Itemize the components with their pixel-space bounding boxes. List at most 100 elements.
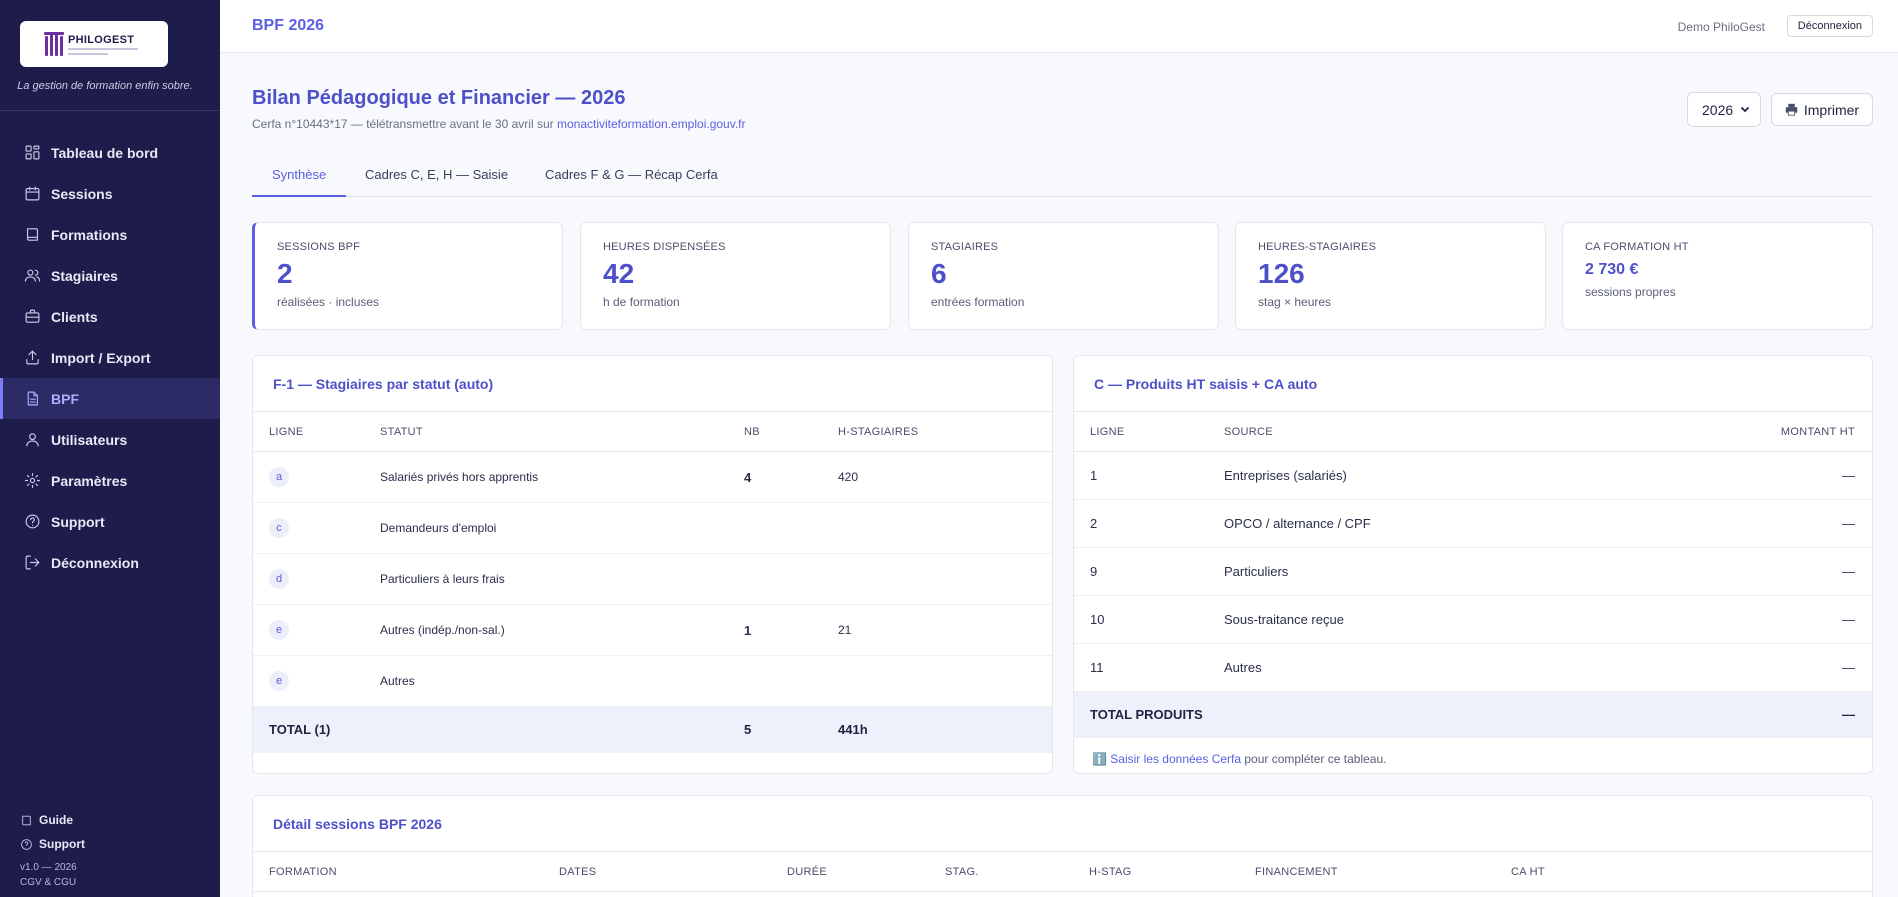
cell-nb: 4 [744,469,752,485]
sidebar-item-clients[interactable]: Clients [0,296,220,337]
dashboard-icon [25,145,40,160]
col-header: DATES [559,865,597,878]
kpi-sessions: SESSIONS BPF 2 réalisées · incluses [252,222,563,330]
cell-ligne: 10 [1090,612,1105,627]
help-icon [21,838,32,850]
ligne-badge: e [269,671,289,691]
print-button[interactable]: Imprimer [1771,93,1873,126]
calendar-icon [25,186,40,201]
sidebar-item-import-export[interactable]: Import / Export [0,337,220,378]
detail-panel: Détail sessions BPF 2026 FORMATION DATES… [252,795,1873,897]
cell-ligne: 1 [1090,468,1098,483]
sidebar-item-label: Support [51,513,105,530]
chevron-down-icon [1740,106,1750,113]
sidebar-item-label: BPF [51,390,79,407]
kpi-value: 6 [931,258,947,289]
logout-button[interactable]: Déconnexion [1786,15,1873,37]
logo[interactable]: PHILOGEST [20,21,168,67]
tab-synthese[interactable]: Synthèse [252,159,347,197]
cell-nb: 1 [744,622,752,638]
col-header: LIGNE [1090,425,1125,438]
topbar-title: BPF 2026 [252,17,325,34]
cell-source: Autres [1224,660,1262,675]
tab-bar: Synthèse Cadres C, E, H — Saisie Cadres … [252,159,1873,197]
gear-icon [24,472,41,489]
tab-cadres-ceh[interactable]: Cadres C, E, H — Saisie [365,167,509,182]
c-panel: C — Produits HT saisis + CA auto LIGNE S… [1073,355,1873,774]
version-text: v1.0 — 2026 [20,862,77,873]
book-icon [22,815,31,825]
total-montant: — [1842,707,1855,722]
ligne-badge: e [269,620,289,640]
kpi-label: HEURES DISPENSÉES [603,241,726,253]
kpi-sub: h de formation [603,295,680,309]
sidebar-item-label: Clients [51,308,98,325]
upload-icon [26,350,39,365]
tab-cadres-fg[interactable]: Cadres F & G — Récap Cerfa [545,167,718,182]
sidebar-item-tableau-de-bord[interactable]: Tableau de bord [0,132,220,173]
sidebar-item-deconnexion[interactable]: Déconnexion [0,542,220,583]
total-nb: 5 [744,722,752,737]
table-row: c Demandeurs d'emploi [253,503,1052,554]
briefcase-icon [25,309,40,323]
kpi-label: HEURES-STAGIAIRES [1258,241,1377,253]
users-icon [24,269,41,282]
sidebar-item-label: Import / Export [51,349,151,366]
sidebar-item-label: Utilisateurs [51,431,128,448]
kpi-heures: HEURES DISPENSÉES 42 h de formation [580,222,891,330]
guide-link[interactable]: Guide [20,808,85,832]
kpi-sub: sessions propres [1585,285,1676,299]
total-row: TOTAL PRODUITS — [1074,692,1872,738]
col-header: H-STAG [1089,865,1132,878]
kpi-sub: entrées formation [931,295,1025,309]
sidebar-item-stagiaires[interactable]: Stagiaires [0,255,220,296]
year-select[interactable]: 2026 [1687,92,1761,127]
c-title: C — Produits HT saisis + CA auto [1074,356,1872,412]
sidebar-item-sessions[interactable]: Sessions [0,173,220,214]
user-icon [26,433,39,447]
ligne-badge: d [269,569,289,589]
info-message: ℹ️ Saisir les données Cerfa pour complét… [1074,738,1872,773]
cell-montant: — [1842,660,1855,675]
col-header: STATUT [380,425,423,438]
sidebar-item-bpf[interactable]: BPF [0,378,220,419]
cell-source: Sous-traitance reçue [1224,612,1344,627]
kpi-sub: réalisées · incluses [277,295,380,309]
cgv-link[interactable]: CGV & CGU [20,877,77,888]
col-header: LIGNE [269,425,304,438]
sidebar-item-support[interactable]: Support [0,501,220,542]
col-header: STAG. [945,865,979,878]
f1-title: F-1 — Stagiaires par statut (auto) [253,356,1052,412]
table-row: 2 OPCO / alternance / CPF — [1074,500,1872,548]
sidebar-item-label: Déconnexion [51,554,139,571]
cell-statut: Autres (indép./non-sal.) [380,623,505,637]
table-row: 11 Autres — [1074,644,1872,692]
col-header: FINANCEMENT [1255,865,1338,878]
table-row: 9 Particuliers — [1074,548,1872,596]
cell-h: 420 [838,470,859,484]
col-header: H-STAGIAIRES [838,425,919,438]
support-link[interactable]: Support [20,832,85,856]
sidebar-item-label: Stagiaires [51,267,118,284]
cell-source: Entreprises (salariés) [1224,468,1347,483]
ligne-badge: a [269,467,289,487]
cell-montant: — [1842,468,1855,483]
kpi-label: SESSIONS BPF [277,241,361,253]
col-header: CA HT [1511,865,1545,878]
ligne-badge: c [269,518,289,538]
detail-title: Détail sessions BPF 2026 [253,796,1872,852]
cell-ligne: 2 [1090,516,1098,531]
current-user: Demo PhiloGest [1677,20,1765,34]
printer-icon [1785,103,1798,116]
kpi-value: 42 [603,258,635,289]
sidebar-item-utilisateurs[interactable]: Utilisateurs [0,419,220,460]
cerfa-link[interactable]: monactiviteformation.emploi.gouv.fr [556,117,746,131]
sidebar-item-formations[interactable]: Formations [0,214,220,255]
table-row: e Autres (indép./non-sal.) 1 21 [253,605,1052,656]
total-label: TOTAL PRODUITS [1090,707,1203,722]
tagline: La gestion de formation enfin sobre. [17,80,193,92]
saisir-cerfa-link[interactable]: Saisir les données Cerfa [1110,752,1242,766]
total-row: TOTAL (1) 5 441h [253,707,1052,753]
sidebar-item-parametres[interactable]: Paramètres [0,460,220,501]
kpi-stagiaires: STAGIAIRES 6 entrées formation [908,222,1219,330]
